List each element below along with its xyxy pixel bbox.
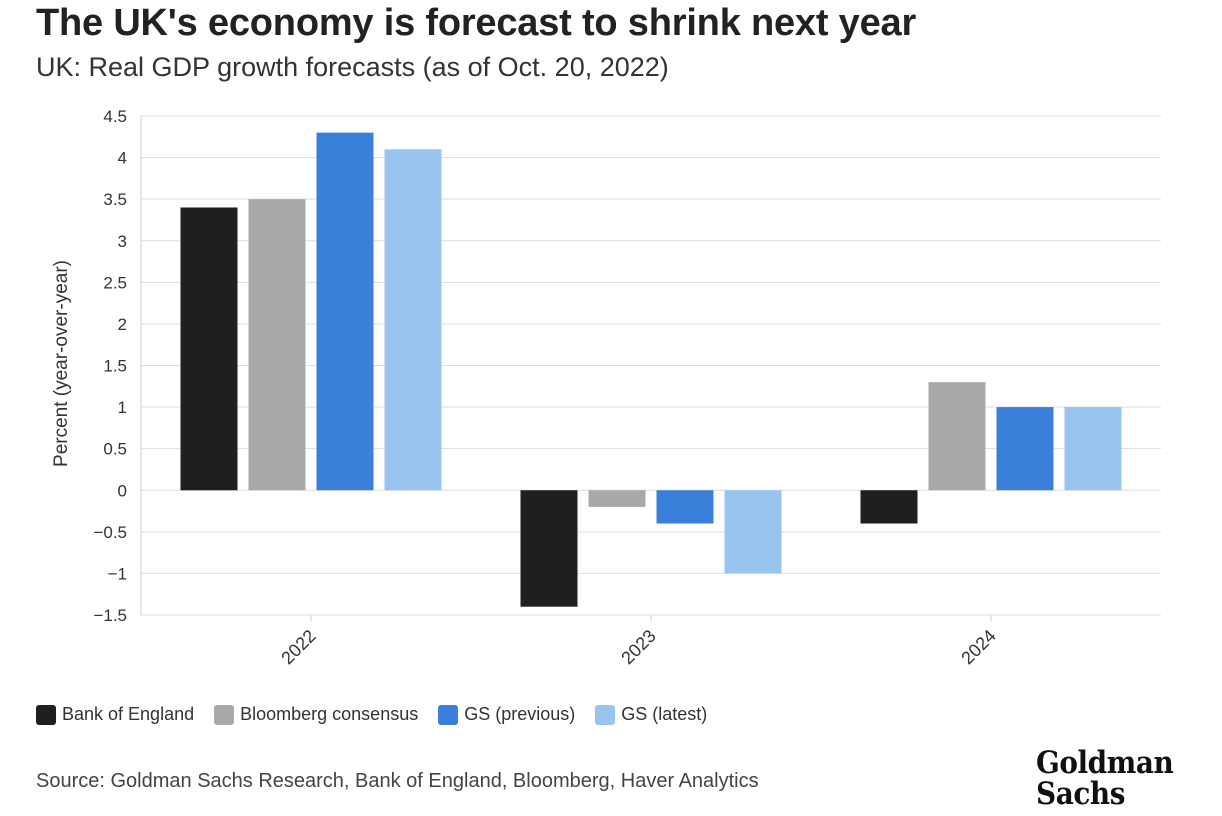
bar — [724, 490, 782, 574]
x-tick-label: 2024 — [957, 626, 999, 668]
legend-item-gs-latest: GS (latest) — [595, 704, 707, 725]
legend-label: GS (previous) — [464, 704, 576, 724]
logo-line-2: Sachs — [1036, 776, 1125, 812]
bar — [656, 490, 714, 524]
chart-title: The UK's economy is forecast to shrink n… — [36, 2, 917, 44]
y-tick-label: 4 — [118, 149, 127, 168]
legend-swatch — [595, 704, 616, 725]
legend-swatch — [438, 704, 459, 725]
source-note: Source: Goldman Sachs Research, Bank of … — [36, 770, 759, 792]
bar — [860, 490, 918, 524]
y-tick-label: 4.5 — [103, 107, 127, 126]
y-tick-label: 1 — [118, 398, 127, 417]
legend-swatch — [36, 704, 56, 725]
x-tick-label: 2022 — [277, 626, 319, 668]
legend-swatch — [214, 704, 235, 725]
y-tick-label: 0 — [118, 481, 127, 500]
legend: Bank of England Bloomberg consensus GS (… — [36, 704, 727, 725]
y-tick-label: 2.5 — [103, 273, 127, 292]
bar — [520, 490, 578, 607]
y-tick-label: 1.5 — [103, 357, 127, 376]
legend-label: Bank of England — [62, 704, 195, 724]
legend-item-bank-of-england: Bank of England — [36, 704, 194, 725]
goldman-sachs-logo: Goldman Sachs — [1036, 748, 1189, 810]
logo-line-1: Goldman — [1036, 745, 1174, 781]
bar — [180, 207, 238, 491]
bar — [1064, 407, 1122, 491]
y-tick-label: −1.5 — [93, 606, 127, 625]
legend-item-bloomberg-consensus: Bloomberg consensus — [214, 704, 418, 725]
y-tick-label: 0.5 — [103, 440, 127, 459]
y-axis-label: Percent (year-over-year) — [51, 260, 72, 467]
y-tick-label: −1 — [108, 564, 127, 583]
y-tick-label: 3 — [118, 232, 127, 251]
y-tick-label: 3.5 — [103, 190, 127, 209]
bar — [384, 149, 442, 491]
bar — [588, 490, 646, 507]
bar — [996, 407, 1054, 491]
bar — [316, 132, 374, 491]
y-tick-label: −0.5 — [93, 523, 127, 542]
legend-label: Bloomberg consensus — [240, 704, 419, 724]
chart-subtitle: UK: Real GDP growth forecasts (as of Oct… — [36, 52, 669, 82]
legend-label: GS (latest) — [621, 704, 708, 724]
bar — [248, 199, 306, 491]
y-tick-label: 2 — [118, 315, 127, 334]
x-tick-label: 2023 — [617, 626, 659, 668]
bar-chart: 4.5 4 3.5 3 2.5 2 1.5 1 0.5 0 −0.5 −1 −1.5 Percent (y… — [51, 107, 1161, 668]
legend-item-gs-previous: GS (previous) — [438, 704, 575, 725]
bar — [928, 382, 986, 491]
